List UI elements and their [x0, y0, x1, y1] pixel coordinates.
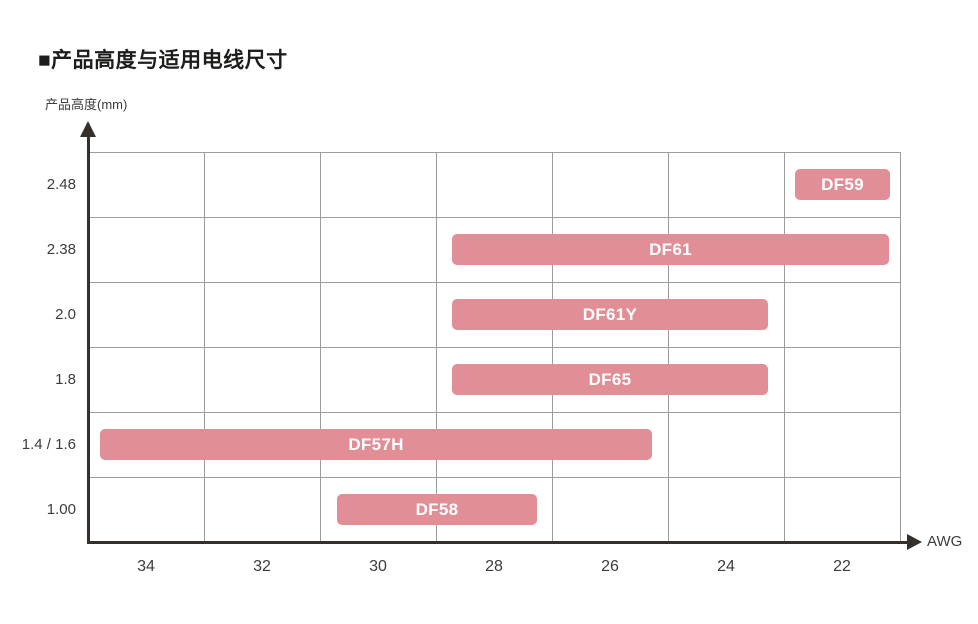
y-tick-label: 2.38: [46, 241, 76, 258]
x-tick-label: 30: [369, 558, 387, 575]
grid-hline: [88, 476, 900, 478]
y-axis-arrow-icon: [79, 121, 96, 137]
y-tick-label: 1.8: [55, 371, 76, 388]
x-tick-label: 32: [253, 558, 271, 575]
grid-hline: [88, 346, 900, 348]
bar-df59: DF59: [795, 169, 890, 200]
chart-title: ■产品高度与适用电线尺寸: [38, 49, 288, 72]
y-tick-label: 2.48: [46, 176, 76, 193]
grid-hline: [88, 151, 900, 153]
grid-vline: [899, 152, 901, 542]
bar-df58: DF58: [337, 494, 537, 525]
bar-df57h: DF57H: [100, 429, 652, 460]
x-tick-label: 24: [717, 558, 735, 575]
y-axis-label: 产品高度(mm): [45, 97, 128, 112]
x-axis-label: AWG: [927, 533, 963, 550]
y-tick-label: 1.00: [46, 501, 76, 518]
x-tick-label: 34: [137, 558, 155, 575]
bar-df65: DF65: [452, 364, 768, 395]
x-axis-ticks: 34 32 30 28 26 24 22: [88, 558, 900, 578]
y-axis-ticks: 2.48 2.38 2.0 1.8 1.4 / 1.6 1.00: [0, 152, 76, 542]
x-tick-label: 28: [485, 558, 503, 575]
y-tick-label: 1.4 / 1.6: [21, 436, 76, 453]
grid-hline: [88, 411, 900, 413]
x-axis-arrow-icon: [907, 534, 922, 550]
grid-hline: [88, 281, 900, 283]
y-tick-label: 2.0: [55, 306, 76, 323]
x-tick-label: 26: [601, 558, 619, 575]
x-tick-label: 22: [833, 558, 851, 575]
plot-area: DF59 DF61 DF61Y DF65 DF57H DF58 AWG 2.48 2.38 2…: [22, 121, 962, 575]
bar-df61: DF61: [452, 234, 889, 265]
x-axis-line: [86, 540, 908, 544]
y-axis-line: [86, 136, 90, 542]
grid-hline: [88, 216, 900, 218]
bar-df61y: DF61Y: [452, 299, 768, 330]
